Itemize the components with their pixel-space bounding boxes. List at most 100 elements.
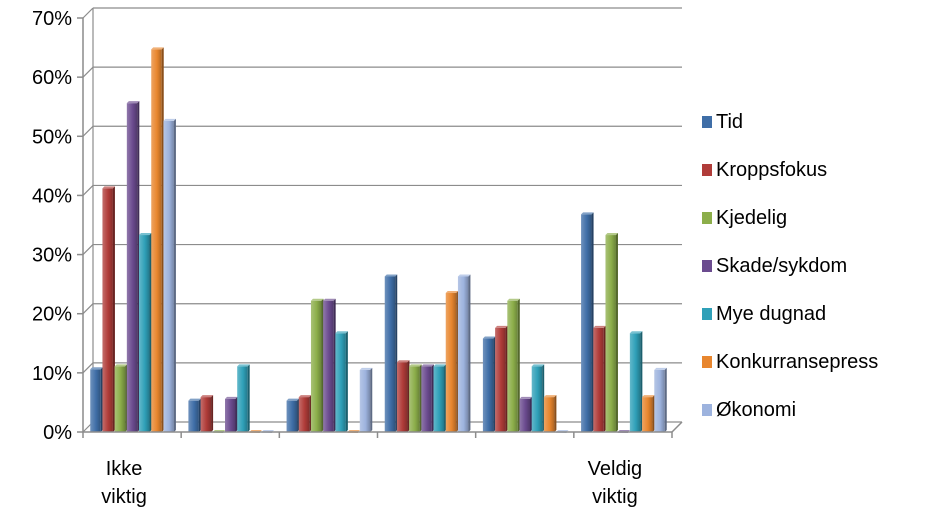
bar [445,291,459,432]
bar [200,395,214,432]
bar-side [591,212,594,432]
bar [359,367,373,432]
bar-top [323,298,336,301]
legend-label: Mye dugnad [716,302,827,325]
bar [151,47,164,433]
bar-top [114,364,128,367]
bar-side [345,331,348,432]
x-tick-label-line: Ikke [106,458,143,480]
bar-front [543,397,555,432]
bar [457,274,471,432]
bar-front [90,369,101,432]
bar-side [161,47,164,433]
legend-label: Konkurransepress [716,350,879,373]
x-tick-label: Ikke viktig [101,458,147,508]
bar-side [530,396,532,432]
axes [77,17,683,438]
bar-top [605,233,618,236]
bar-front [151,49,162,433]
x-tick-label-line: viktig [101,486,147,508]
legend-item: Økonomi [702,386,878,434]
legend-swatch [702,164,712,176]
bar-front [457,276,469,432]
bar-side [370,367,373,432]
bar-side [603,325,606,432]
bar-side [664,367,667,432]
bar-top [642,395,655,398]
bar-side [211,395,214,432]
bar-front [200,397,212,432]
bar-front [629,333,641,432]
gridline-slant [82,303,94,315]
bar-front [114,366,126,432]
bar-side [652,395,655,432]
bar-front [519,398,530,432]
bar-top [421,364,434,367]
bar-top [151,47,164,50]
bar-top [543,395,557,398]
bar [90,367,103,432]
legend-swatch [702,260,712,272]
bar-front [531,366,543,432]
legend-label: Skade/sykdom [716,254,848,277]
bar [298,395,312,432]
legend-label: Kroppsfokus [716,158,828,181]
bar-front [335,333,346,432]
bar [519,396,532,432]
bar-side [517,298,520,432]
bar-front [593,327,604,432]
bar-front [237,366,248,432]
bar-front [188,400,199,432]
bar [593,325,606,432]
legend-item: Kjedelig [702,194,878,242]
bar-front [605,235,616,432]
bar-front [225,398,236,432]
bar [286,398,300,432]
bar-side [309,395,312,432]
bar-top [139,233,152,236]
gridline-slant [82,125,94,137]
bar-front [139,235,150,432]
bar [102,186,115,432]
x-tick-label-line: Veldig [588,458,643,480]
bar-front [396,362,408,432]
legend: Tid Kroppsfokus Kjedelig Skade/sykdom Mye du… [702,98,878,434]
legend-item: Tid [702,98,878,146]
bar-top [126,101,140,104]
gridline-slant [82,7,94,19]
bar-side [419,364,422,432]
bar-front [482,338,494,432]
bar-front [298,397,310,432]
y-tick-label: 50% [32,126,72,148]
bar-front [102,188,113,432]
bar-front [126,103,138,432]
bar-top [102,186,115,189]
bar-top [90,367,103,370]
bar-top [531,364,545,367]
x-tick-label-line: viktig [592,486,638,508]
bar-side [247,364,250,432]
bar-side [407,360,410,432]
bar-front [163,120,174,432]
bar [310,298,324,432]
legend-item: Konkurransepress [702,338,878,386]
y-tick-label: 70% [32,8,72,30]
bar-front [581,214,592,432]
bar-top [409,364,422,367]
y-tick-label: 40% [32,185,72,207]
bar-top [200,395,214,398]
bar-top [519,396,532,399]
bar-side [125,364,128,432]
bar-front [507,300,518,432]
bar-top [298,395,312,398]
bar [482,336,496,432]
bar [396,360,410,432]
legend-item: Skade/sykdom [702,242,878,290]
gridline-slant [82,185,94,196]
bar [543,395,557,432]
bar-side [333,298,336,432]
bar-side [235,396,238,432]
bar-front [310,300,322,432]
bar-side [456,291,459,432]
bar-top [225,396,238,399]
